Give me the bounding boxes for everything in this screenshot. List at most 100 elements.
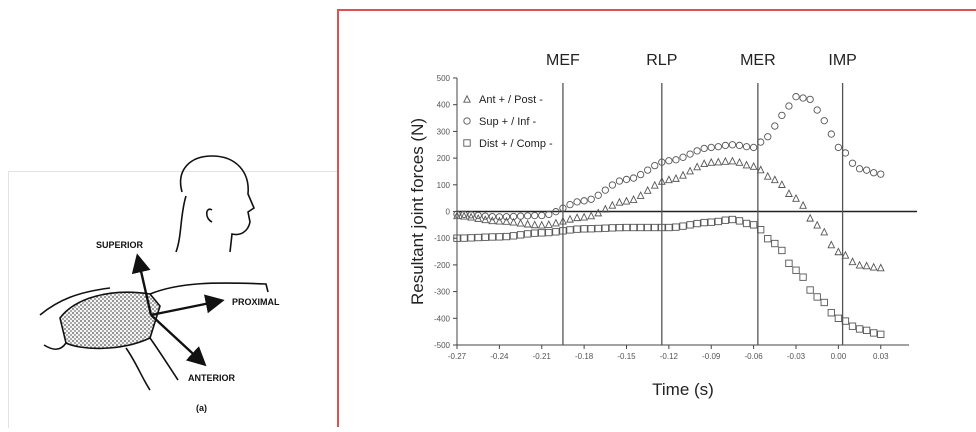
data-point — [523, 230, 532, 238]
data-point — [679, 170, 687, 179]
data-point — [594, 191, 602, 199]
data-point — [538, 229, 546, 237]
data-point — [672, 223, 680, 231]
y-tick-label: 200 — [437, 154, 451, 163]
data-point — [509, 217, 518, 226]
data-point — [848, 257, 857, 266]
data-point — [799, 273, 807, 281]
series-circle — [453, 93, 885, 221]
data-point — [601, 204, 610, 213]
data-point — [636, 191, 645, 199]
chart-axes: 500 400 300 200 100 0 -100 -200 -300 -400 -500 -0.2… — [434, 74, 917, 361]
data-point — [869, 262, 878, 271]
y-tick-label: -100 — [434, 234, 451, 243]
data-point — [757, 226, 765, 234]
data-point — [580, 225, 588, 233]
data-point — [700, 218, 708, 227]
data-point — [615, 223, 624, 232]
x-axis-label: Time (s) — [652, 380, 714, 399]
data-point — [686, 150, 694, 158]
data-point — [573, 198, 581, 206]
data-point — [700, 159, 709, 168]
data-point — [460, 234, 468, 242]
data-point — [749, 221, 758, 229]
legend-entry: Sup + / Inf - — [479, 116, 537, 128]
data-point — [566, 214, 574, 223]
data-point — [587, 225, 595, 233]
y-tick-label: -400 — [434, 314, 451, 323]
y-tick-label: 300 — [437, 127, 451, 136]
data-point — [573, 213, 581, 222]
data-point — [622, 175, 631, 184]
x-tick-label: -0.24 — [490, 352, 509, 361]
data-point — [545, 210, 553, 219]
data-point — [594, 224, 602, 233]
data-point — [877, 330, 885, 338]
data-point — [467, 212, 476, 221]
data-point — [735, 157, 744, 166]
data-point — [827, 309, 835, 317]
y-tick-label: 500 — [437, 74, 451, 83]
legend-marker-triangle — [463, 94, 471, 103]
data-point — [792, 193, 800, 202]
data-point — [778, 111, 786, 120]
x-tick-label: 0.03 — [873, 352, 889, 361]
data-point — [813, 106, 821, 114]
data-point — [728, 215, 737, 224]
data-point — [848, 322, 857, 330]
y-tick-label: 100 — [437, 181, 451, 190]
data-point — [771, 239, 779, 248]
data-point — [453, 234, 461, 242]
data-point — [686, 166, 694, 175]
data-point — [841, 317, 850, 325]
data-point — [855, 165, 864, 173]
event-label-mer: MER — [740, 52, 776, 69]
data-point — [608, 224, 617, 232]
data-point — [827, 240, 836, 249]
data-point — [763, 171, 772, 180]
data-point — [806, 286, 814, 294]
proximal-arrow — [150, 294, 225, 317]
data-point — [544, 220, 553, 228]
series-square — [453, 215, 885, 338]
data-point — [650, 180, 659, 189]
data-point — [657, 176, 666, 185]
data-point — [855, 260, 864, 269]
data-point — [707, 218, 715, 226]
data-point — [467, 211, 475, 219]
data-point — [679, 153, 687, 161]
data-point — [876, 263, 885, 272]
data-point — [693, 162, 702, 171]
data-point — [834, 143, 843, 152]
data-point — [516, 231, 525, 239]
data-point — [509, 232, 518, 240]
data-point — [686, 221, 694, 229]
series-triangle — [453, 156, 885, 272]
y-tick-label: -300 — [434, 288, 451, 297]
data-series — [453, 93, 885, 338]
data-point — [855, 325, 864, 333]
data-point — [601, 224, 609, 232]
data-point — [587, 195, 595, 203]
data-point — [566, 226, 574, 234]
data-point — [749, 161, 758, 170]
data-point — [870, 169, 878, 177]
data-point — [488, 216, 497, 225]
data-point — [714, 143, 722, 151]
anatomy-figure-frame — [8, 171, 337, 428]
data-point — [516, 218, 525, 227]
data-point — [537, 220, 546, 229]
anterior-arrow — [150, 314, 207, 367]
data-point — [573, 225, 581, 233]
data-point — [813, 220, 822, 229]
data-point — [502, 216, 511, 225]
data-point — [453, 211, 461, 220]
data-point — [587, 211, 596, 220]
data-point — [552, 208, 560, 216]
x-tick-label: -0.18 — [575, 352, 594, 361]
data-point — [488, 233, 496, 241]
data-point — [509, 212, 518, 221]
data-point — [608, 200, 617, 209]
data-point — [474, 211, 482, 220]
data-point — [658, 158, 666, 166]
